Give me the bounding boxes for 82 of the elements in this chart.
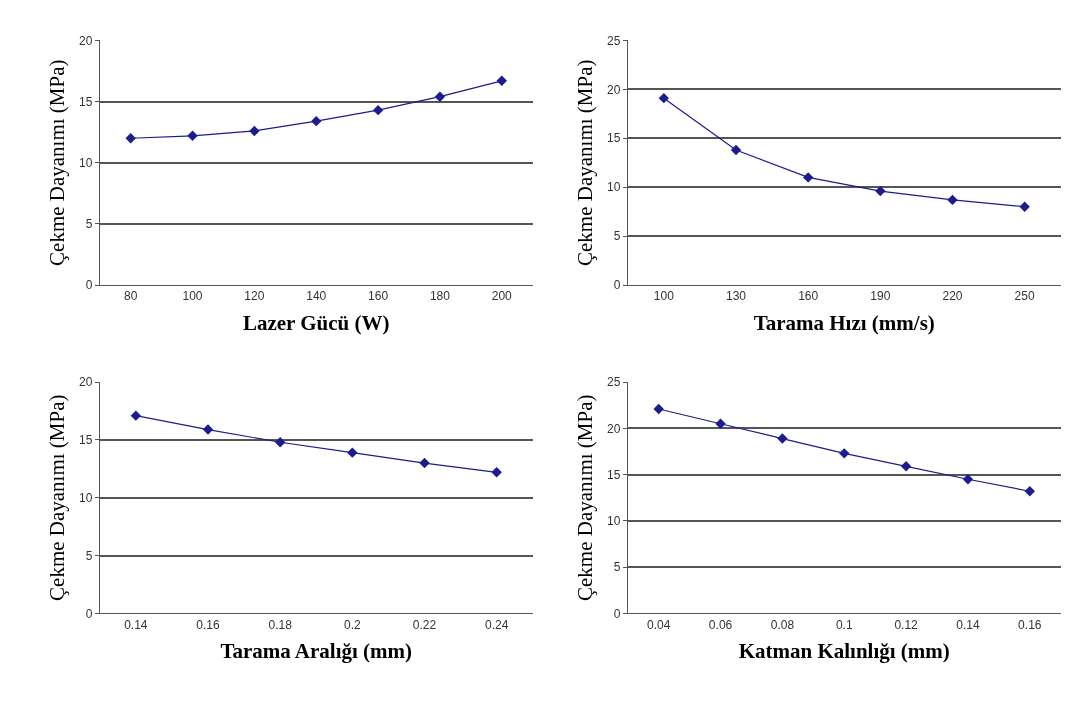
x-axis-title: Lazer Gücü (W)	[242, 310, 390, 335]
point	[372, 104, 384, 116]
x-tick-label: 250	[1014, 289, 1035, 304]
point	[419, 457, 430, 469]
x-tick-label: 120	[244, 289, 265, 304]
y-tick-label: 20	[79, 375, 93, 390]
y-tick-label: 20	[607, 82, 621, 97]
x-tick-label: 200	[491, 289, 513, 304]
y-tick-label: 10	[607, 514, 621, 529]
point	[802, 172, 814, 183]
point	[730, 144, 742, 156]
y-axis-title: Çekme Dayanımı (MPa)	[573, 394, 598, 601]
y-tick-label: 0	[613, 606, 621, 621]
point	[900, 461, 912, 472]
x-tick-label: 0.06	[708, 617, 733, 632]
point	[715, 418, 726, 429]
point	[491, 467, 502, 478]
y-tick-label: 10	[79, 155, 93, 170]
y-tick-label: 25	[607, 375, 621, 390]
point	[1019, 201, 1030, 212]
point	[249, 125, 260, 137]
y-tick-label: 10	[79, 490, 93, 505]
x-tick-label: 0.14	[956, 617, 980, 632]
y-tick-label: 5	[85, 548, 93, 563]
y-tick-label: 0	[613, 278, 621, 293]
x-tick-label: 130	[725, 289, 747, 304]
x-tick-label: 0.1	[835, 617, 853, 632]
x-tick-label: 0.04	[647, 617, 671, 632]
x-tick-label: 0.14	[124, 617, 148, 632]
x-tick-label: 100	[182, 289, 203, 304]
y-axis-title: Çekme Dayanımı (MPa)	[45, 59, 70, 266]
x-tick-label: 160	[368, 289, 389, 304]
point	[653, 403, 664, 415]
x-axis-title: Katman Kalınlığı (mm)	[738, 638, 950, 663]
x-tick-label: 0.24	[484, 617, 509, 632]
point	[496, 75, 507, 86]
x-tick-label: 80	[124, 289, 138, 304]
y-tick-label: 0	[85, 278, 93, 293]
x-tick-label: 160	[798, 289, 819, 304]
y-axis-title: Çekme Dayanımı (MPa)	[45, 394, 70, 601]
y-tick-label: 15	[79, 433, 93, 448]
point	[777, 433, 788, 444]
x-axis-title: Tarama Aralığı (mm)	[220, 638, 413, 663]
point	[875, 185, 886, 197]
point	[839, 448, 850, 459]
x-tick-label: 0.16	[196, 617, 220, 632]
x-axis-title: Tarama Hızı (mm/s)	[753, 310, 935, 335]
point	[658, 92, 670, 104]
x-tick-label: 0.12	[894, 617, 919, 632]
point	[962, 474, 974, 485]
point	[125, 133, 136, 144]
y-tick-label: 5	[613, 560, 621, 575]
point	[187, 130, 198, 142]
y-tick-label: 15	[607, 467, 621, 482]
x-tick-label: 140	[306, 289, 327, 304]
point	[347, 447, 358, 458]
y-axis-title: Çekme Dayanımı (MPa)	[573, 59, 598, 266]
y-tick-label: 15	[607, 131, 621, 146]
point	[130, 410, 142, 421]
point	[947, 194, 958, 206]
x-tick-label: 220	[942, 289, 963, 304]
x-tick-label: 180	[429, 289, 451, 304]
y-tick-label: 25	[607, 33, 621, 48]
point	[434, 91, 446, 102]
x-tick-label: 0.08	[770, 617, 795, 632]
y-tick-label: 15	[79, 94, 93, 109]
y-tick-label: 5	[85, 217, 93, 232]
point	[274, 437, 286, 448]
point	[1024, 486, 1035, 497]
y-tick-label: 5	[613, 229, 621, 244]
point	[311, 115, 322, 127]
y-tick-label: 10	[607, 180, 621, 195]
x-tick-label: 0.2	[343, 617, 361, 632]
y-tick-label: 20	[607, 421, 621, 436]
x-tick-label: 190	[870, 289, 891, 304]
x-tick-label: 0.22	[412, 617, 437, 632]
x-tick-label: 0.16	[1018, 617, 1042, 632]
y-tick-label: 20	[79, 33, 93, 48]
y-tick-label: 0	[85, 606, 93, 621]
point	[202, 424, 214, 435]
x-tick-label: 0.18	[268, 617, 293, 632]
x-tick-label: 100	[653, 289, 675, 304]
